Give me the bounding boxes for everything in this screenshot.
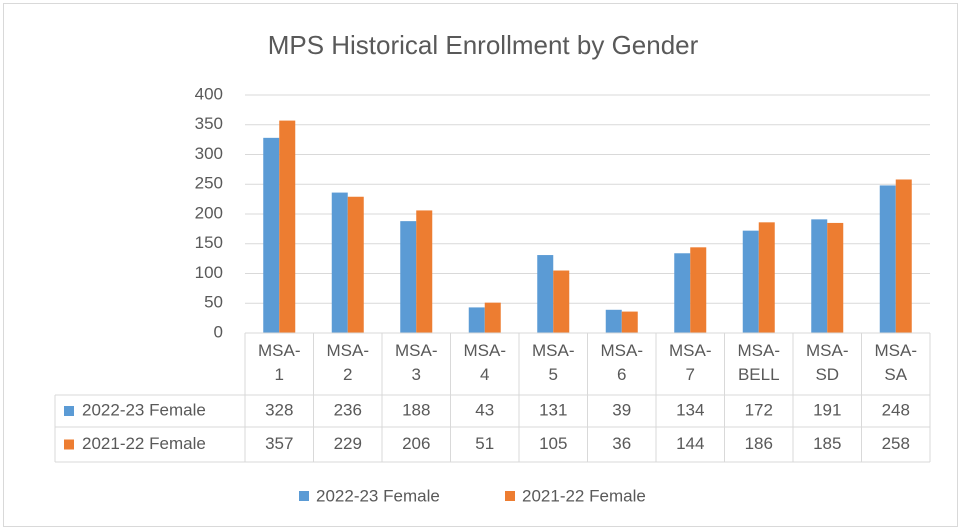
table-legend-key (64, 406, 74, 416)
bar (263, 137, 280, 333)
y-tick-label: 200 (195, 203, 223, 222)
x-tick-label: MSA-SA (875, 341, 918, 384)
y-tick-label: 250 (195, 174, 223, 193)
y-tick-label: 100 (195, 263, 223, 282)
y-tick-label: 400 (195, 84, 223, 103)
chart-frame (3, 3, 958, 527)
bar (827, 222, 844, 333)
table-cell: 39 (612, 400, 631, 419)
table-cell: 144 (676, 434, 704, 453)
table-cell: 186 (745, 434, 773, 453)
x-tick-label: MSA-SD (806, 341, 849, 384)
table-cell: 188 (402, 400, 430, 419)
chart-title: MPS Historical Enrollment by Gender (268, 30, 699, 60)
bar (690, 247, 707, 333)
table-row-label: 2021-22 Female (82, 434, 206, 453)
legend-swatch (299, 491, 309, 501)
x-tick-label: MSA-BELL (738, 341, 781, 384)
bar (895, 179, 912, 333)
y-tick-label: 350 (195, 114, 223, 133)
x-tick-label: MSA-4 (464, 341, 507, 384)
x-tick-label: MSA-6 (601, 341, 644, 384)
table-cell: 248 (882, 400, 910, 419)
bar (468, 307, 485, 333)
table-cell: 357 (265, 434, 293, 453)
table-cell: 134 (676, 400, 704, 419)
legend-label: 2021-22 Female (522, 486, 646, 505)
table-legend-key (64, 439, 74, 450)
x-tick-label: MSA-1 (258, 341, 301, 384)
bar (537, 255, 554, 333)
bar (605, 309, 622, 333)
table-cell: 51 (475, 434, 494, 453)
bar (416, 210, 433, 333)
bar (811, 219, 828, 333)
x-tick-label: MSA-3 (395, 341, 438, 384)
bar (621, 311, 638, 333)
legend-swatch (505, 491, 515, 501)
bar (279, 120, 296, 334)
x-tick-label: MSA-7 (669, 341, 712, 384)
bar (758, 222, 775, 333)
table-cell: 105 (539, 434, 567, 453)
bar (484, 302, 501, 333)
table-cell: 206 (402, 434, 430, 453)
table-row-label: 2022-23 Female (82, 400, 206, 419)
y-tick-label: 300 (195, 144, 223, 163)
table-cell: 229 (334, 434, 362, 453)
table-cell: 191 (813, 400, 841, 419)
bar (400, 221, 417, 333)
table-cell: 36 (612, 434, 631, 453)
y-tick-label: 0 (214, 322, 223, 341)
table-cell: 172 (745, 400, 773, 419)
bar (331, 192, 348, 333)
table-cell: 131 (539, 400, 567, 419)
y-tick-label: 50 (204, 293, 223, 312)
table-cell: 236 (334, 400, 362, 419)
y-tick-label: 150 (195, 233, 223, 252)
bar (879, 185, 896, 333)
legend-label: 2022-23 Female (316, 486, 440, 505)
bar (674, 253, 691, 333)
x-tick-label: MSA-5 (532, 341, 575, 384)
table-cell: 328 (265, 400, 293, 419)
table-cell: 258 (882, 434, 910, 453)
x-tick-label: MSA-2 (327, 341, 370, 384)
bar (742, 230, 759, 333)
bar (553, 270, 570, 333)
table-cell: 43 (475, 400, 494, 419)
table-cell: 185 (813, 434, 841, 453)
bar (347, 196, 364, 333)
